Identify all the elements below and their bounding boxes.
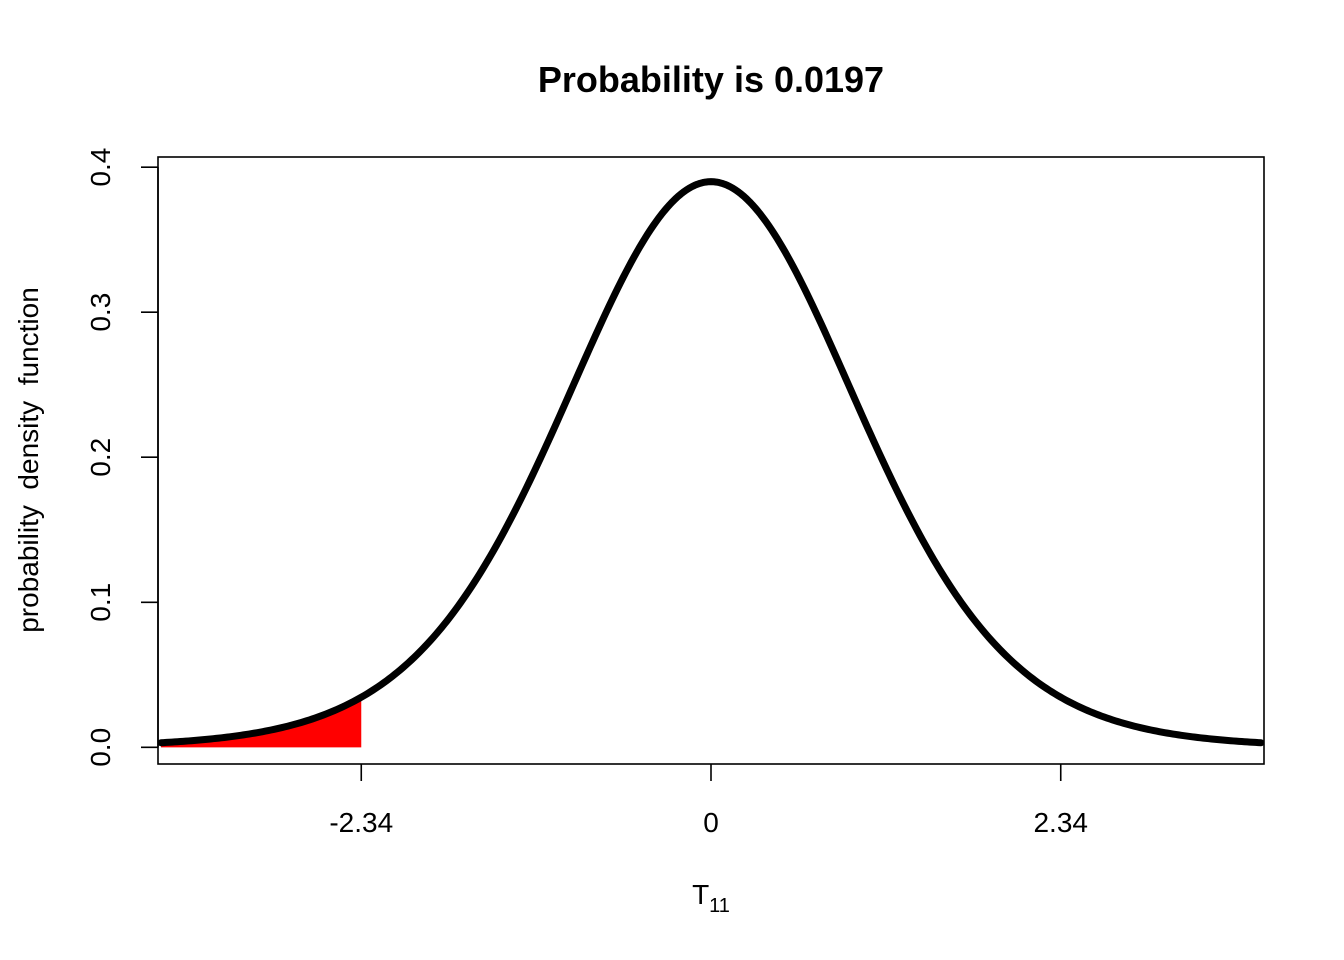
plot-frame <box>157 156 1265 765</box>
y-axis-label: probability density function <box>13 287 44 633</box>
density-curve <box>157 178 1265 747</box>
shaded-tail-region <box>160 697 362 748</box>
y-tick-label: 0.3 <box>85 293 116 332</box>
y-tick-label: 0.2 <box>85 438 116 477</box>
chart-title: Probability is 0.0197 <box>538 59 884 100</box>
x-tick-label: 2.34 <box>1033 807 1088 838</box>
x-axis-label-main: T <box>692 879 709 910</box>
y-tick-label: 0.1 <box>85 583 116 622</box>
x-tick-label: 0 <box>703 807 719 838</box>
y-axis: 0.0 0.1 0.2 0.3 0.4 <box>85 148 159 767</box>
y-tick-label: 0.4 <box>85 148 116 187</box>
x-axis-label: T11 <box>692 879 730 917</box>
x-tick-label: -2.34 <box>329 807 393 838</box>
y-tick-label: 0.0 <box>85 728 116 767</box>
x-axis: -2.34 0 2.34 <box>329 764 1088 838</box>
x-axis-label-subscript: 11 <box>709 895 730 917</box>
